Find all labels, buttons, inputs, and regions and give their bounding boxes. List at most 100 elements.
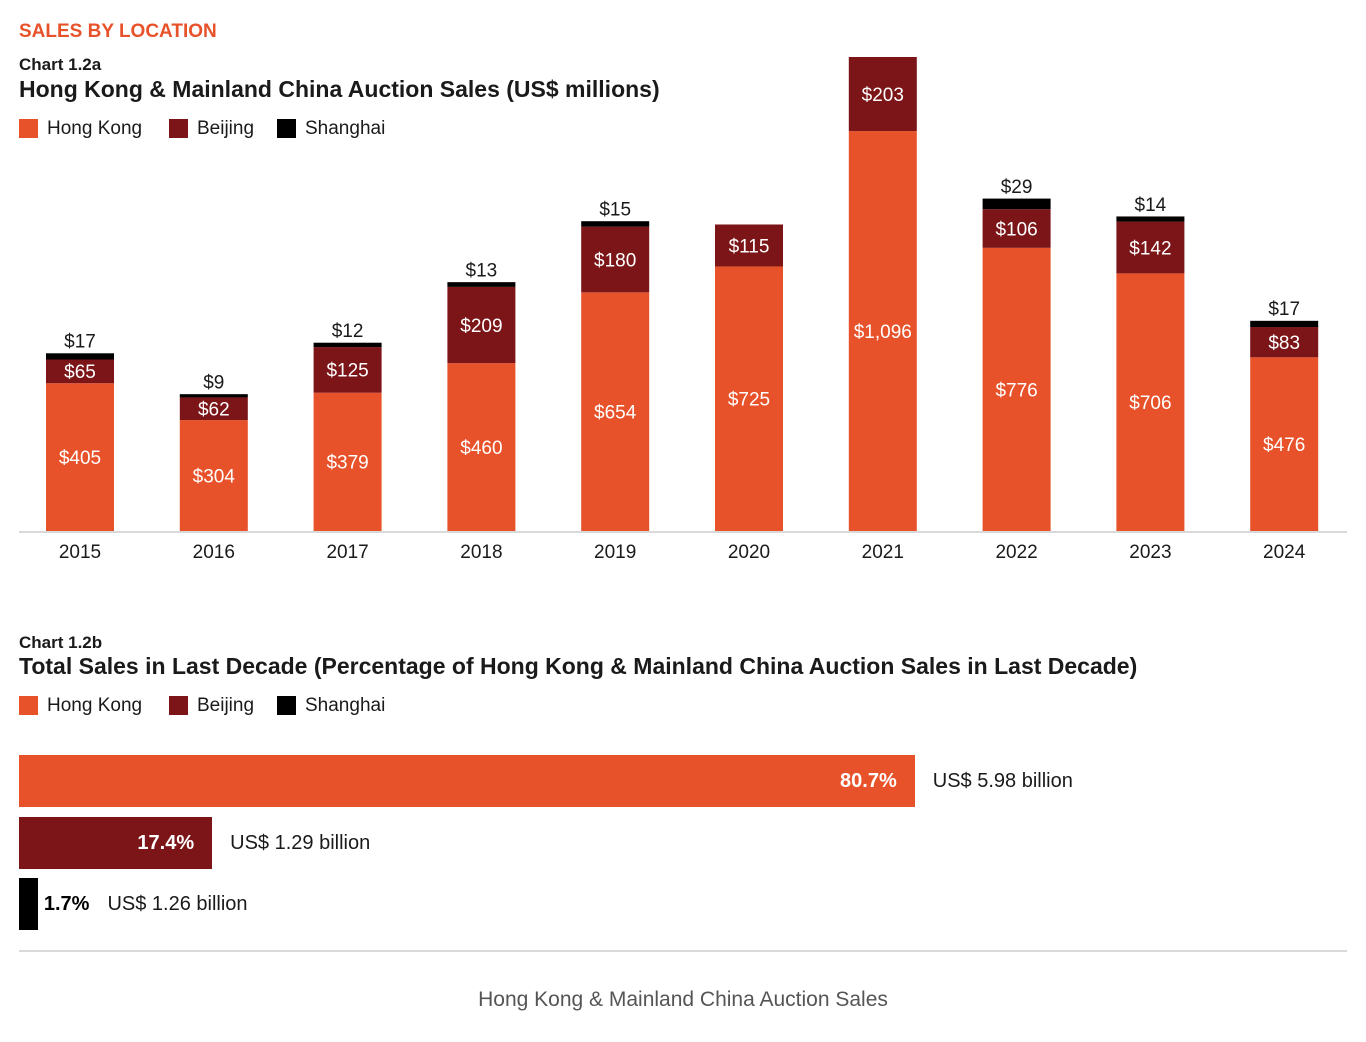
bar-segment-hong-kong-2017 — [313, 392, 382, 531]
bar-segment-beijing-2020 — [715, 224, 783, 267]
legend-label-hong-kong: Hong Kong — [47, 118, 143, 139]
bar-segment-shanghai-2018 — [447, 282, 516, 287]
bar-value-label-beijing-2019: $180 — [594, 250, 636, 271]
bar-segment-beijing-2022 — [982, 209, 1051, 248]
bar-value-label-beijing-2018: $209 — [460, 316, 502, 337]
x-tick-label-2017: 2017 — [326, 542, 368, 563]
bar-segment-hong-kong-2018 — [447, 363, 516, 531]
bar-segment-hong-kong-2016 — [179, 420, 248, 531]
bar-segment-hong-kong-2024 — [1250, 357, 1319, 531]
bar-value-label-beijing-2015: $65 — [64, 362, 96, 383]
bar-segment-hong-kong-2019 — [581, 292, 650, 531]
legend-b-swatch-hong-kong — [19, 696, 38, 715]
bar-segment-beijing-2018 — [447, 286, 516, 364]
x-tick-label-2019: 2019 — [594, 542, 636, 563]
bar-value-label-shanghai-2016: $9 — [203, 373, 224, 394]
bar-segment-hong-kong-2015 — [46, 383, 114, 531]
bar-value-label-hong-kong-2015: $405 — [59, 448, 101, 469]
legend-b-label-shanghai: Shanghai — [305, 695, 386, 716]
bar-segment-shanghai-2019 — [581, 221, 650, 227]
bar-segment-shanghai-2022 — [982, 198, 1051, 210]
legend-swatch-shanghai — [277, 119, 296, 138]
x-tick-label-2016: 2016 — [193, 542, 235, 563]
bar-value-label-hong-kong-2016: $304 — [193, 466, 236, 487]
legend-label-beijing: Beijing — [197, 118, 255, 139]
legend-b-item-hong-kong: Hong Kong — [19, 696, 142, 715]
bar-value-label-hong-kong-2017: $379 — [326, 453, 368, 474]
legend-item-shanghai: Shanghai — [277, 119, 385, 138]
legend-swatch-beijing — [169, 119, 188, 138]
chart-a-figure-label: Chart 1.2a — [19, 55, 102, 74]
hbar-shanghai — [19, 878, 38, 930]
bar-value-label-hong-kong-2023: $706 — [1129, 393, 1171, 414]
bar-value-label-shanghai-2022: $29 — [1001, 177, 1033, 198]
bar-value-label-shanghai-2018: $13 — [466, 260, 498, 281]
bar-segment-beijing-2017 — [313, 347, 382, 393]
bar-value-label-hong-kong-2018: $460 — [460, 438, 502, 459]
bar-value-label-hong-kong-2019: $654 — [594, 403, 637, 424]
bar-value-label-hong-kong-2020: $725 — [728, 390, 770, 411]
x-tick-label-2018: 2018 — [460, 542, 502, 563]
hbar-total-label-hong-kong: US$ 5.98 billion — [932, 770, 1073, 792]
hbar-total-label-shanghai: US$ 1.26 billion — [107, 893, 248, 915]
bar-segment-beijing-2016 — [179, 397, 248, 421]
bar-segment-shanghai-2016 — [179, 394, 248, 398]
hbar-row-beijing: 17.4% US$ 1.29 billion — [19, 816, 1073, 869]
bar-value-label-beijing-2023: $142 — [1129, 238, 1171, 259]
x-tick-label-2024: 2024 — [1263, 542, 1306, 563]
footer-caption: Hong Kong & Mainland China Auction Sales — [478, 988, 888, 1011]
bar-value-label-hong-kong-2021: $1,096 — [854, 322, 912, 343]
divider-rule — [19, 950, 1347, 952]
bar-value-label-beijing-2021: $203 — [862, 85, 904, 106]
bar-segment-beijing-2024 — [1250, 327, 1319, 358]
chart-b-title: Total Sales in Last Decade (Percentage o… — [19, 653, 1138, 679]
legend-b-label-hong-kong: Hong Kong — [47, 695, 143, 716]
bar-value-label-beijing-2020: $115 — [729, 236, 770, 257]
legend-label-shanghai: Shanghai — [305, 118, 386, 139]
bar-value-label-shanghai-2015: $17 — [64, 332, 96, 353]
bar-value-label-hong-kong-2022: $776 — [995, 380, 1037, 401]
x-tick-label-2021: 2021 — [862, 542, 904, 563]
bar-segment-beijing-2019 — [581, 226, 650, 293]
legend-swatch-hong-kong — [19, 119, 38, 138]
bar-value-label-shanghai-2023: $14 — [1135, 195, 1167, 216]
legend-item-beijing: Beijing — [169, 119, 254, 138]
bar-segment-hong-kong-2022 — [982, 247, 1051, 532]
bar-value-label-shanghai-2024: $17 — [1268, 299, 1300, 320]
bar-segment-hong-kong-2020 — [715, 266, 783, 531]
legend-item-hong-kong: Hong Kong — [19, 119, 142, 138]
stacked-bar-chart: 2015 2016 2017 2018 2019 2020 2021 2022 2023 2024… — [19, 57, 1347, 563]
legend-b-swatch-shanghai — [277, 696, 296, 715]
hbar-row-shanghai: 1.7% US$ 1.26 billion — [19, 878, 1073, 930]
x-tick-label-2015: 2015 — [59, 542, 101, 563]
x-axis-line — [19, 531, 1347, 533]
hbar-percent-label-beijing: 17.4% — [137, 831, 195, 854]
bar-value-label-hong-kong-2024: $476 — [1263, 435, 1305, 456]
bar-value-label-beijing-2017: $125 — [326, 361, 368, 382]
bar-value-label-shanghai-2019: $15 — [599, 200, 631, 221]
hbar-beijing: 17.4% — [19, 816, 213, 869]
bar-value-label-beijing-2024: $83 — [1268, 333, 1300, 354]
chart-b-figure-label: Chart 1.2b — [19, 633, 103, 652]
x-tick-label-2020: 2020 — [728, 542, 770, 563]
hbar-percent-label-hong-kong: 80.7% — [840, 770, 897, 792]
bar-segment-shanghai-2017 — [313, 342, 382, 348]
x-tick-label-2022: 2022 — [995, 542, 1037, 563]
bar-segment-hong-kong-2021 — [848, 131, 917, 531]
chart-a-title: Hong Kong & Mainland China Auction Sales… — [19, 76, 660, 102]
bar-value-label-beijing-2016: $62 — [198, 400, 230, 421]
bar-segment-beijing-2021 — [848, 57, 917, 132]
hbar-row-hong-kong: 80.7% US$ 5.98 billion — [19, 755, 1073, 807]
hbar-hong-kong: 80.7% — [19, 755, 915, 807]
bar-segment-shanghai-2024 — [1250, 320, 1319, 328]
legend-b-item-beijing: Beijing — [169, 696, 254, 715]
legend-b-swatch-beijing — [169, 696, 188, 715]
bar-segment-beijing-2023 — [1116, 221, 1185, 274]
bar-value-label-shanghai-2017: $12 — [332, 321, 364, 342]
bar-segment-beijing-2015 — [46, 359, 114, 384]
bar-segment-shanghai-2015 — [46, 353, 114, 360]
bar-value-label-beijing-2022: $106 — [995, 219, 1037, 240]
x-tick-label-2023: 2023 — [1129, 542, 1171, 563]
bar-segment-hong-kong-2023 — [1116, 273, 1185, 531]
section-label: SALES BY LOCATION — [19, 21, 217, 42]
